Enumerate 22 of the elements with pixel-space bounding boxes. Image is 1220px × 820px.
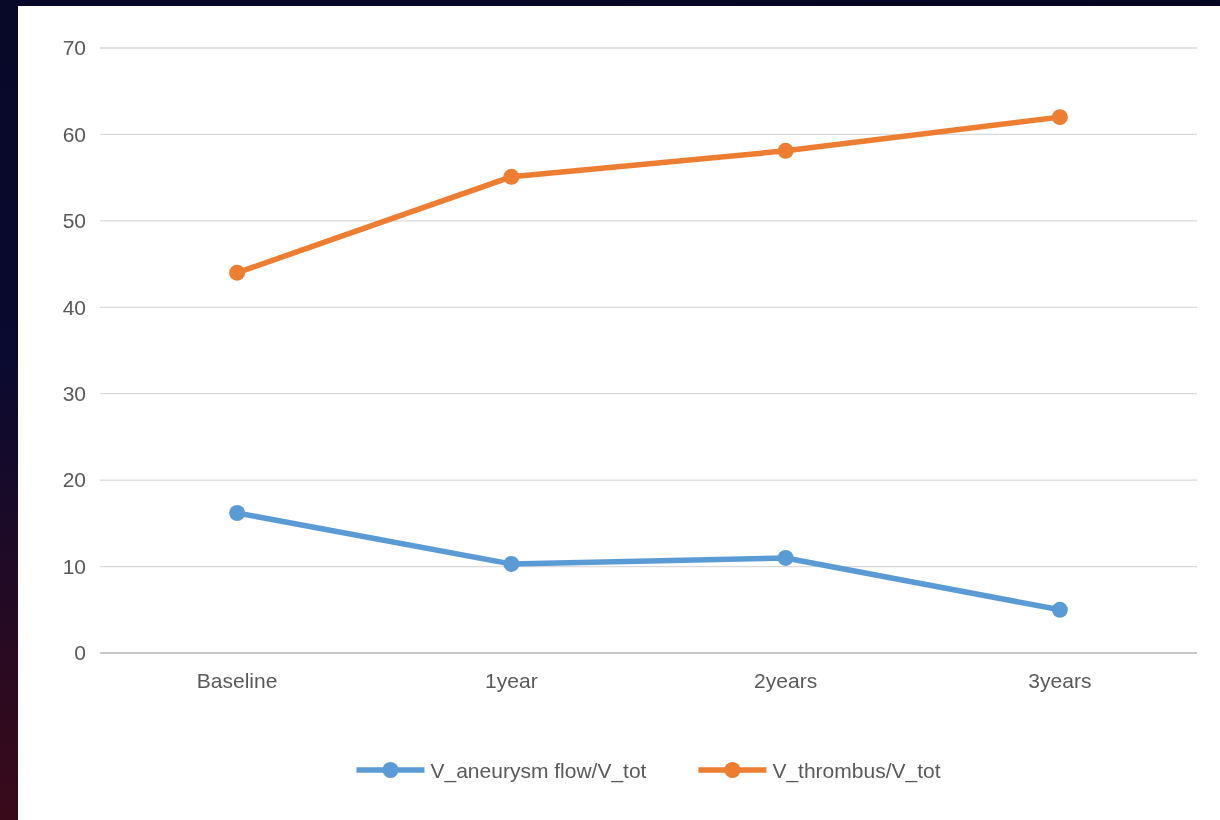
y-tick-label: 10 [62, 554, 86, 578]
point [777, 549, 794, 566]
x-tick-label: Baseline [196, 668, 278, 692]
legend-label: V_thrombus/V_tot [772, 759, 941, 783]
point [503, 168, 520, 185]
point [229, 505, 246, 521]
y-tick-label: 70 [62, 36, 86, 60]
point [229, 264, 246, 281]
y-tick-label: 30 [62, 381, 86, 405]
legend-label: V_aneurysm flow/V_tot [430, 759, 647, 783]
x-tick-label: 3years [1028, 668, 1092, 692]
x-tick-label: 1year [485, 668, 538, 692]
y-tick-label: 20 [62, 468, 86, 492]
y-tick-label: 60 [62, 122, 86, 146]
y-tick-label: 40 [62, 295, 86, 319]
point [503, 556, 520, 572]
point [1051, 601, 1068, 618]
point [777, 142, 794, 159]
y-tick-label: 50 [62, 209, 86, 233]
point [1051, 109, 1068, 126]
x-tick-label: 2years [754, 668, 818, 692]
y-tick-label: 0 [74, 641, 86, 665]
